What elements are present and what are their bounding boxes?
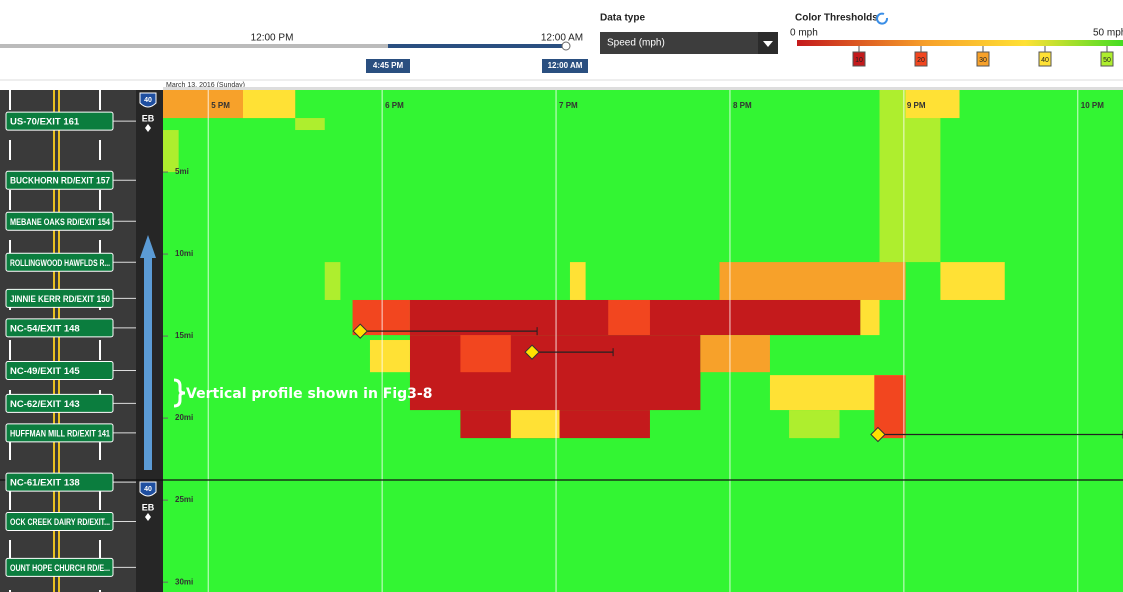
range-end: 12:00 AM xyxy=(548,61,583,70)
speed-cell xyxy=(608,299,650,336)
threshold-box xyxy=(1038,51,1052,67)
data-type-value: Speed (mph) xyxy=(607,38,665,49)
threshold-box xyxy=(914,51,928,67)
speed-cell xyxy=(510,410,560,439)
speed-cell xyxy=(860,299,880,336)
direction-diamond xyxy=(145,513,151,521)
route-shield xyxy=(139,481,157,497)
threshold-value: 30 xyxy=(979,57,987,64)
exit-sign xyxy=(5,211,114,231)
speed-cell xyxy=(569,262,586,300)
y-tick-label: 15mi xyxy=(175,331,193,340)
annotation-bracket xyxy=(173,378,186,408)
speed-cell xyxy=(369,340,410,373)
timeline-handle[interactable] xyxy=(561,41,571,51)
dropdown-arrow xyxy=(763,41,773,47)
exit-sign xyxy=(5,252,114,272)
speed-cell xyxy=(163,130,179,173)
exit-sign xyxy=(5,557,114,577)
exit-sign xyxy=(5,361,114,381)
exit-sign xyxy=(5,511,114,531)
speed-cell xyxy=(874,375,906,439)
threshold-bar xyxy=(797,40,1123,46)
exit-label: OUNT HOPE CHURCH RD/E... xyxy=(10,563,110,574)
tick-strip xyxy=(163,87,1123,90)
direction-diamond xyxy=(145,124,151,132)
incident-marker xyxy=(524,344,540,360)
speed-cell xyxy=(409,335,701,411)
timeline-label: 12:00 PM xyxy=(251,33,294,44)
x-tick-label: 5 PM xyxy=(211,101,230,110)
heatmap xyxy=(163,90,1123,592)
data-type-label: Data type xyxy=(600,13,645,24)
exit-label: MEBANE OAKS RD/EXIT 154 xyxy=(10,217,111,228)
y-tick-label: 25mi xyxy=(175,495,193,504)
route-shield xyxy=(139,92,157,108)
exit-sign xyxy=(5,423,114,443)
speed-cell xyxy=(789,410,840,439)
threshold-value: 10 xyxy=(855,57,863,64)
exit-sign xyxy=(5,288,114,308)
y-tick-label: 10mi xyxy=(175,249,193,258)
exit-label: ROLLINGWOOD HAWFLDS R... xyxy=(10,258,110,269)
exit-label: BUCKHORN RD/EXIT 157 xyxy=(10,176,110,187)
threshold-value: 20 xyxy=(917,57,925,64)
x-tick-label: 8 PM xyxy=(733,101,752,110)
speed-cell xyxy=(940,262,1005,300)
thresholds-label: Color Thresholds xyxy=(795,13,878,24)
thresholds-max: 50 mph xyxy=(1093,28,1123,39)
route-number: 40 xyxy=(144,97,152,104)
exit-label: NC-61/EXIT 138 xyxy=(10,478,80,489)
y-tick-label: 20mi xyxy=(175,413,193,422)
threshold-box xyxy=(1100,51,1114,67)
y-tick-label: 30mi xyxy=(175,577,193,586)
exit-sign xyxy=(5,393,114,413)
speed-cell xyxy=(905,90,960,119)
exit-sign xyxy=(5,111,114,131)
x-tick-label: 6 PM xyxy=(385,101,404,110)
refresh-icon[interactable] xyxy=(876,12,889,25)
data-type-dropdown[interactable] xyxy=(600,32,778,54)
x-tick-label: 10 PM xyxy=(1081,101,1104,110)
exit-label: OCK CREEK DAIRY RD/EXIT... xyxy=(10,517,110,528)
timeline-label: 12:00 AM xyxy=(541,33,583,44)
incident-marker xyxy=(870,426,886,443)
thresholds-min: 0 mph xyxy=(790,28,818,39)
range-end-badge[interactable] xyxy=(542,59,588,73)
exit-label: NC-49/EXIT 145 xyxy=(10,366,80,377)
threshold-box xyxy=(976,51,990,67)
exit-label: HUFFMAN MILL RD/EXIT 141 xyxy=(10,428,111,439)
threshold-value: 50 xyxy=(1103,57,1111,64)
route-number: 40 xyxy=(144,486,152,493)
range-start: 4:45 PM xyxy=(373,61,404,70)
exit-label: JINNIE KERR RD/EXIT 150 xyxy=(10,294,110,305)
threshold-box xyxy=(852,51,866,67)
exit-sign xyxy=(5,318,114,338)
speed-cell xyxy=(295,118,325,131)
incident-marker xyxy=(352,323,368,339)
speed-cell xyxy=(700,335,770,373)
speed-cell xyxy=(879,90,941,263)
direction: EB xyxy=(142,113,155,123)
exit-sign xyxy=(5,170,114,190)
direction-arrow xyxy=(140,235,156,470)
exit-sign xyxy=(5,472,114,492)
exit-label: NC-62/EXIT 143 xyxy=(10,399,80,410)
speed-cell xyxy=(719,262,906,300)
x-tick-label: 7 PM xyxy=(559,101,578,110)
x-tick-label: 9 PM xyxy=(907,101,926,110)
exit-label: US-70/EXIT 161 xyxy=(10,117,80,128)
date-label: March 13, 2016 (Sunday) xyxy=(166,82,245,89)
exit-label: NC-54/EXIT 148 xyxy=(10,323,80,334)
speed-cell xyxy=(324,262,341,300)
direction: EB xyxy=(142,502,155,512)
threshold-value: 40 xyxy=(1041,57,1049,64)
speed-cell xyxy=(460,335,511,373)
range-start-badge[interactable] xyxy=(366,59,410,73)
y-tick-label: 5mi xyxy=(175,167,189,176)
annotation: Vertical profile shown in Fig3-8 xyxy=(186,386,432,402)
speed-cell xyxy=(243,90,296,119)
